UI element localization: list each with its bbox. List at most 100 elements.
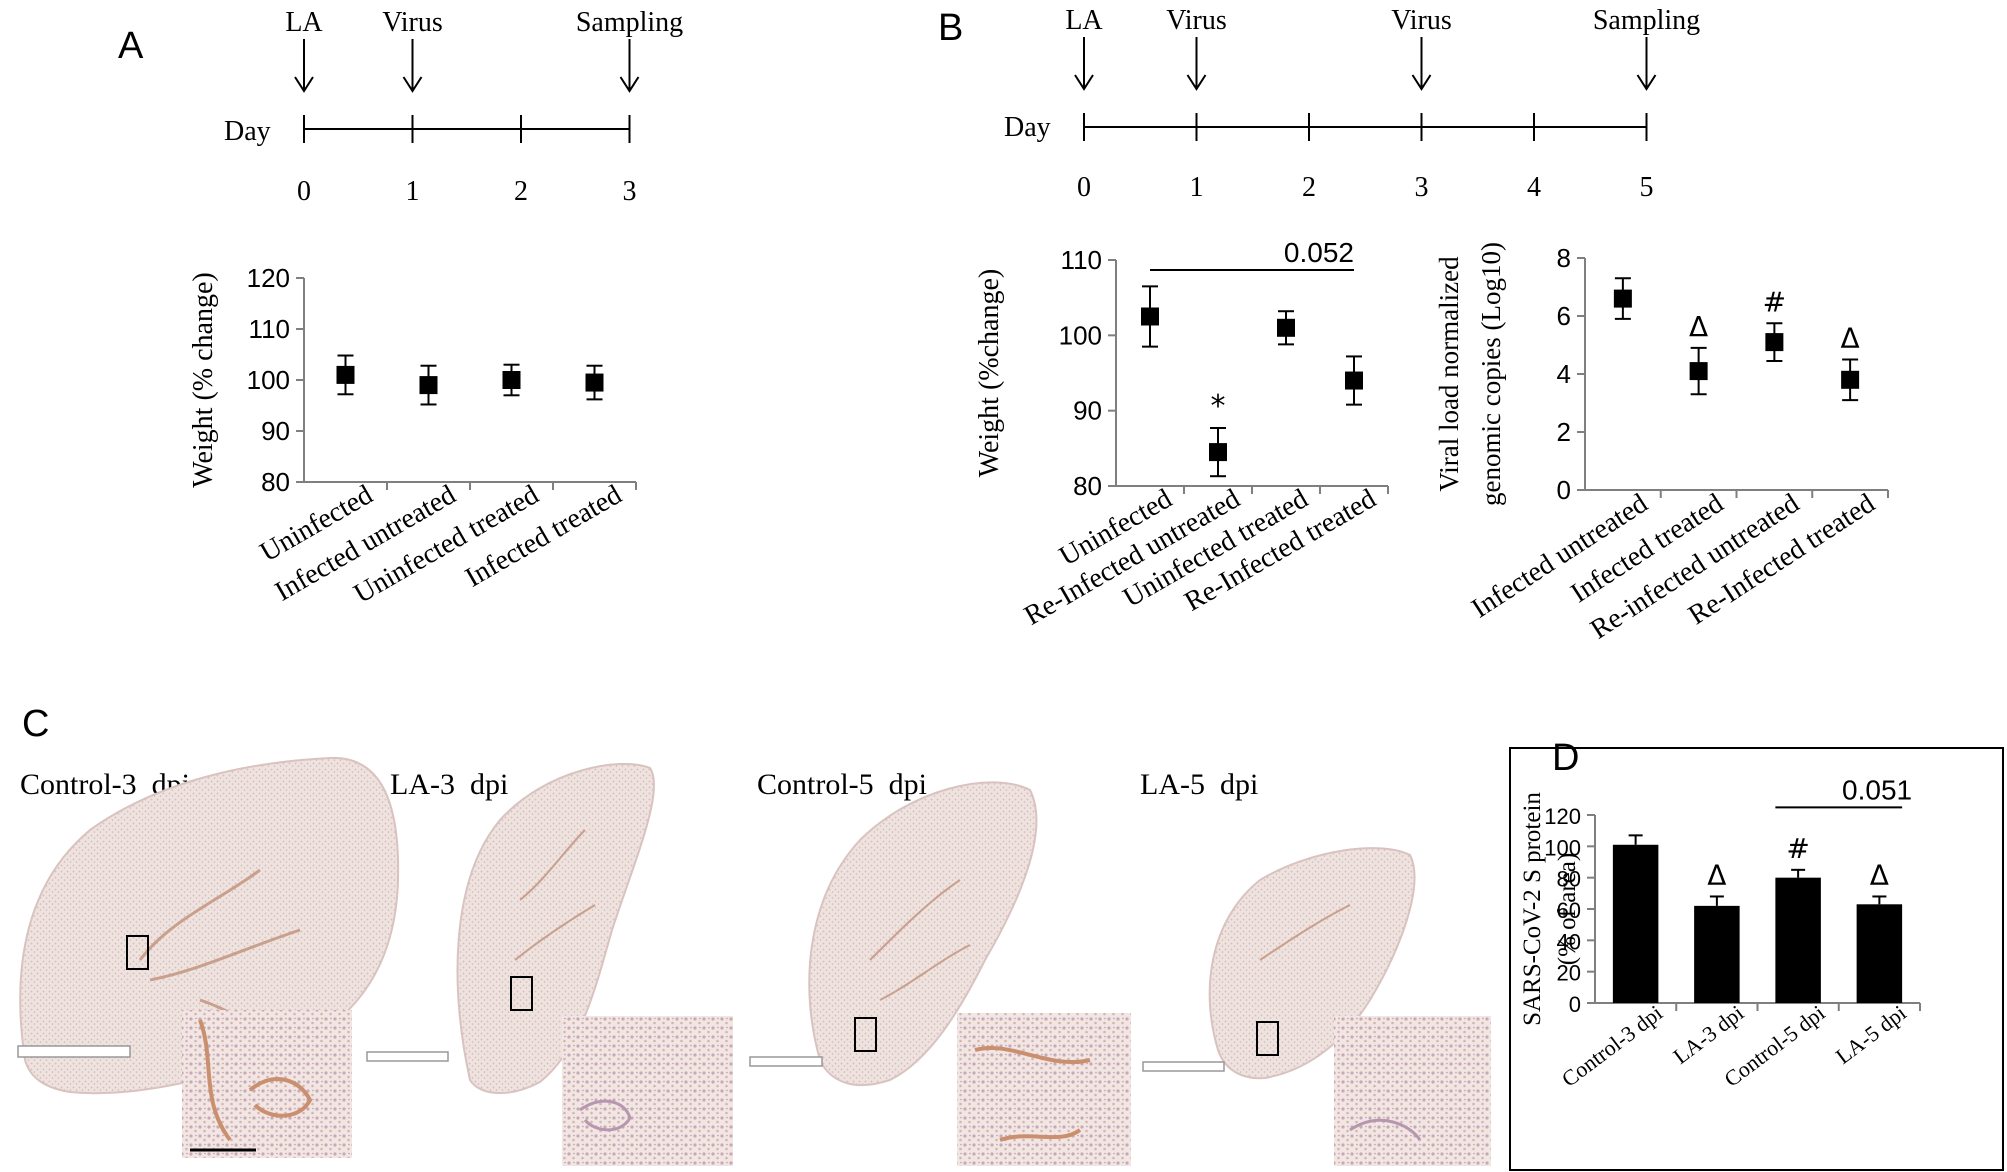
- y-tick-label: 120: [247, 263, 290, 293]
- data-point: [1841, 370, 1860, 389]
- micrograph-label-control-5dpi: Control-5 dpi: [757, 768, 927, 801]
- timeline-tick-label: 0: [297, 176, 311, 207]
- panel-label-a: A: [118, 25, 144, 67]
- significance-marker: Δ: [1841, 322, 1860, 355]
- lung-section-control-3dpi: [17, 756, 400, 1158]
- y-tick-label: 8: [1557, 243, 1571, 273]
- y-axis-label: Weight (%change): [974, 269, 1005, 477]
- panel-d-frame: [1509, 747, 2004, 1171]
- zoom-region-box: [126, 935, 149, 970]
- tissue-section: [456, 762, 655, 1094]
- data-point: [1613, 289, 1632, 308]
- timeline-a-day-label: Day: [224, 116, 271, 147]
- timeline-arrow-head: [294, 76, 314, 93]
- zoom-vessel: [579, 1099, 632, 1132]
- y-tick-label: 90: [1073, 396, 1102, 426]
- lung-section-la-5dpi: [1142, 847, 1491, 1166]
- timeline-a: Day 0 1 2 3 LA Virus Sampling: [224, 7, 683, 207]
- p-value-label: 0.052: [1284, 237, 1354, 268]
- y-tick-label: 110: [249, 314, 290, 344]
- zoom-vessel: [1349, 1119, 1422, 1141]
- timeline-tick-label: 5: [1640, 172, 1654, 203]
- timeline-b-day-label: Day: [1004, 112, 1051, 143]
- significance-marker: Δ: [1870, 858, 1889, 891]
- y-tick-label: 90: [261, 416, 290, 446]
- y-tick-label: 0: [1557, 475, 1571, 505]
- data-point: [1209, 443, 1227, 462]
- x-tick-label: LA-5 dpi: [1831, 1000, 1911, 1069]
- tissue-section: [19, 756, 400, 1095]
- timeline-event-label: LA: [285, 7, 323, 38]
- y-tick-label: 80: [261, 467, 290, 497]
- zoom-region-box: [1256, 1021, 1279, 1056]
- vessel: [869, 879, 971, 1001]
- zoom-vessel: [198, 1019, 313, 1142]
- timeline-tick-label: 4: [1527, 172, 1541, 203]
- y-axis-label: Weight (% change): [188, 272, 219, 487]
- timeline-tick-label: 1: [1190, 172, 1204, 203]
- y-axis-label: Viral load normalized: [1434, 256, 1464, 492]
- timeline-arrow-head: [1411, 74, 1432, 91]
- y-tick-label: 6: [1557, 301, 1571, 331]
- data-point: [1345, 371, 1363, 390]
- zoom-inset: [1334, 1016, 1491, 1166]
- data-point: [1689, 362, 1708, 381]
- lung-section-control-5dpi: [749, 781, 1131, 1166]
- scale-bar: [1142, 1061, 1225, 1072]
- bar: [1775, 877, 1821, 1003]
- timeline-event-label: Sampling: [1593, 5, 1700, 36]
- zoom-region-box: [510, 976, 533, 1011]
- timeline-tick-label: 0: [1077, 172, 1091, 203]
- y-axis-label: SARS-CoV-2 S protein: [1519, 792, 1546, 1026]
- y-axis-label-line2: genomic copies (Log10): [1476, 242, 1506, 506]
- scale-bar: [366, 1051, 449, 1062]
- timeline-tick-label: 3: [1415, 172, 1429, 203]
- y-tick-label: 120: [1544, 804, 1581, 829]
- bar: [1856, 904, 1903, 1003]
- tissue-section: [1208, 847, 1416, 1080]
- timeline-tick-label: 3: [623, 176, 637, 207]
- bar: [1694, 905, 1740, 1003]
- data-point: [502, 371, 521, 389]
- tissue-section: [808, 781, 1038, 1087]
- y-tick-label: 0: [1569, 992, 1581, 1017]
- data-point: [419, 376, 438, 395]
- zoom-vessel: [974, 1045, 1091, 1142]
- y-tick-label: 110: [1061, 245, 1102, 275]
- p-value-label: 0.051: [1842, 774, 1912, 805]
- y-tick-label: 2: [1557, 417, 1571, 447]
- timeline-event-label: Virus: [1391, 5, 1452, 36]
- y-tick-label: 20: [1557, 961, 1581, 986]
- data-point: [1141, 307, 1159, 326]
- y-tick-label: 100: [247, 365, 290, 395]
- data-point: [336, 365, 355, 384]
- timeline-arrow-head: [1074, 74, 1094, 91]
- micrograph-label-la-5dpi: LA-5 dpi: [1140, 768, 1258, 801]
- timeline-tick-label: 2: [1302, 172, 1316, 203]
- y-tick-label: 80: [1557, 867, 1581, 892]
- significance-marker: Δ: [1689, 310, 1708, 343]
- panel-label-c: C: [22, 703, 49, 745]
- timeline-arrow-head: [402, 76, 423, 93]
- significance-marker: #: [1763, 285, 1786, 318]
- panel-label-d: D: [1552, 737, 1579, 779]
- panel-label-b: B: [938, 7, 963, 49]
- bar: [1612, 844, 1659, 1003]
- timeline-arrow-head: [619, 76, 640, 93]
- zoom-region-box: [854, 1017, 877, 1052]
- lung-section-la-3dpi: [366, 762, 733, 1166]
- significance-marker: #: [1786, 832, 1809, 865]
- significance-marker: Δ: [1707, 858, 1726, 891]
- timeline-arrow-head: [1636, 74, 1657, 91]
- y-tick-label: 4: [1557, 359, 1571, 389]
- data-point: [1765, 333, 1784, 352]
- y-axis-label-line2: (% of area): [1554, 853, 1581, 965]
- zoom-inset: [182, 1010, 352, 1158]
- y-tick-label: 100: [1544, 835, 1581, 860]
- vessel: [1259, 904, 1351, 961]
